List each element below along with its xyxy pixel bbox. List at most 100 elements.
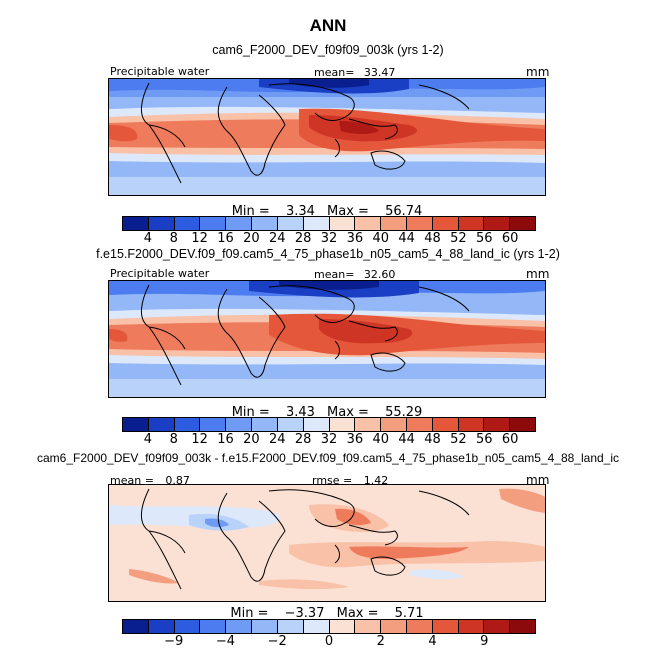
panel3-max-label: Max = xyxy=(336,606,379,621)
colorbar-tick-label: −2 xyxy=(267,634,287,649)
panel1-mean-label: mean= xyxy=(314,66,355,79)
colorbar-swatch xyxy=(329,620,356,633)
panel3-map-svg xyxy=(109,485,545,601)
panel3-minmax: Min = −3.37 Max = 5.71 xyxy=(108,606,546,621)
colorbar-swatch xyxy=(303,418,330,431)
panel1-max-value: 56.74 xyxy=(385,204,423,219)
colorbar-swatch xyxy=(484,217,511,230)
panel1-colorbar xyxy=(122,216,536,231)
panel1-variable-label: Precipitable water xyxy=(110,65,210,78)
colorbar-swatch xyxy=(484,418,511,431)
colorbar-swatch xyxy=(458,620,485,633)
panel2-max-value: 55.29 xyxy=(385,405,423,420)
panel3-units: mm xyxy=(526,473,550,487)
colorbar-swatch xyxy=(355,620,382,633)
panel1-minmax: Min = 3.34 Max = 56.74 xyxy=(108,204,546,219)
colorbar-swatch xyxy=(277,620,304,633)
colorbar-swatch xyxy=(432,620,459,633)
panel3-mean-label: mean = xyxy=(110,474,154,487)
colorbar-tick-label: 24 xyxy=(268,432,286,447)
colorbar-tick-label: 32 xyxy=(320,231,338,246)
colorbar-swatch xyxy=(406,418,433,431)
colorbar-swatch xyxy=(458,217,485,230)
colorbar-swatch xyxy=(381,217,407,230)
panel3-map xyxy=(108,484,546,602)
panel1-units: mm xyxy=(526,65,550,79)
colorbar-tick-label: 52 xyxy=(450,432,467,447)
colorbar-tick-label: 24 xyxy=(268,231,286,246)
panel1-min-label: Min = xyxy=(231,204,270,219)
panel1-map-svg xyxy=(109,79,545,195)
colorbar-swatch xyxy=(226,217,253,230)
colorbar-swatch xyxy=(381,418,407,431)
colorbar-tick-label: 48 xyxy=(424,432,441,447)
colorbar-tick-label: 40 xyxy=(372,432,390,447)
colorbar-swatch xyxy=(200,217,227,230)
panel2-min-value: 3.43 xyxy=(285,405,315,420)
colorbar-tick-label: 60 xyxy=(501,432,519,447)
colorbar-swatch xyxy=(226,418,253,431)
colorbar-swatch xyxy=(252,217,278,230)
colorbar-swatch xyxy=(123,418,149,431)
colorbar-tick-label: 28 xyxy=(294,231,312,246)
panel1-map xyxy=(108,78,546,196)
colorbar-swatch xyxy=(355,418,382,431)
colorbar-tick-label: 36 xyxy=(346,432,364,447)
panel1-max-label: Max = xyxy=(327,204,369,219)
colorbar-tick-label: 32 xyxy=(320,432,338,447)
panel3-max-value: 5.71 xyxy=(394,606,424,621)
panel1-mean-value: 33.47 xyxy=(363,66,396,79)
panel2-mean-value: 32.60 xyxy=(363,268,396,281)
colorbar-tick-label: 4 xyxy=(143,432,153,447)
colorbar-tick-label: 9 xyxy=(480,634,489,649)
colorbar-swatch xyxy=(277,217,304,230)
panel2-variable-label: Precipitable water xyxy=(110,267,210,280)
colorbar-swatch xyxy=(432,217,459,230)
colorbar-swatch xyxy=(329,217,356,230)
colorbar-swatch xyxy=(406,217,433,230)
panel2-mean-label: mean= xyxy=(314,268,355,281)
panel3-colorbar-ticks: −9 −4 −2 0 2 4 9 xyxy=(122,634,536,650)
colorbar-swatch xyxy=(123,217,149,230)
colorbar-swatch xyxy=(510,217,535,230)
panel2-colorbar-ticks: 4 8 12 16 20 24 28 32 36 40 44 48 52 56 60 xyxy=(122,432,536,448)
colorbar-tick-label: 40 xyxy=(372,231,390,246)
colorbar-swatch xyxy=(148,418,175,431)
colorbar-swatch xyxy=(406,620,433,633)
colorbar-swatch xyxy=(510,620,535,633)
colorbar-swatch xyxy=(381,620,407,633)
colorbar-swatch xyxy=(355,217,382,230)
panel2-max-label: Max = xyxy=(327,405,369,420)
panel2-mean: mean= 32.60 xyxy=(314,268,395,281)
colorbar-tick-label: 16 xyxy=(217,231,234,246)
colorbar-swatch xyxy=(200,620,227,633)
colorbar-swatch xyxy=(174,418,201,431)
colorbar-tick-label: 4 xyxy=(143,231,153,246)
colorbar-tick-label: 28 xyxy=(294,432,312,447)
panel3-colorbar xyxy=(122,619,536,634)
panel2-subtitle: f.e15.F2000_DEV.f09_f09.cam5_4_75_phase1… xyxy=(96,247,560,261)
colorbar-tick-label: 56 xyxy=(475,432,493,447)
panel1-subtitle: cam6_F2000_DEV_f09f09_003k (yrs 1-2) xyxy=(212,43,444,57)
colorbar-tick-label: −9 xyxy=(164,634,184,649)
panel3-mean: mean = 0.87 xyxy=(110,474,190,487)
colorbar-swatch xyxy=(252,418,278,431)
colorbar-tick-label: 52 xyxy=(450,231,467,246)
panel1-min-value: 3.34 xyxy=(285,204,315,219)
colorbar-swatch xyxy=(148,217,175,230)
colorbar-swatch xyxy=(277,418,304,431)
colorbar-swatch xyxy=(303,217,330,230)
colorbar-tick-label: 0 xyxy=(324,634,334,649)
colorbar-swatch xyxy=(148,620,175,633)
colorbar-swatch xyxy=(329,418,356,431)
colorbar-tick-label: 20 xyxy=(243,432,260,447)
colorbar-tick-label: 44 xyxy=(398,231,415,246)
colorbar-swatch xyxy=(200,418,227,431)
panel3-rmse: rmse = 1.42 xyxy=(312,474,388,487)
colorbar-tick-label: 56 xyxy=(475,231,493,246)
panel2-map-svg xyxy=(109,281,545,397)
colorbar-tick-label: 8 xyxy=(169,432,178,447)
colorbar-tick-label: 60 xyxy=(501,231,519,246)
colorbar-tick-label: 12 xyxy=(191,432,208,447)
colorbar-tick-label: 48 xyxy=(424,231,441,246)
